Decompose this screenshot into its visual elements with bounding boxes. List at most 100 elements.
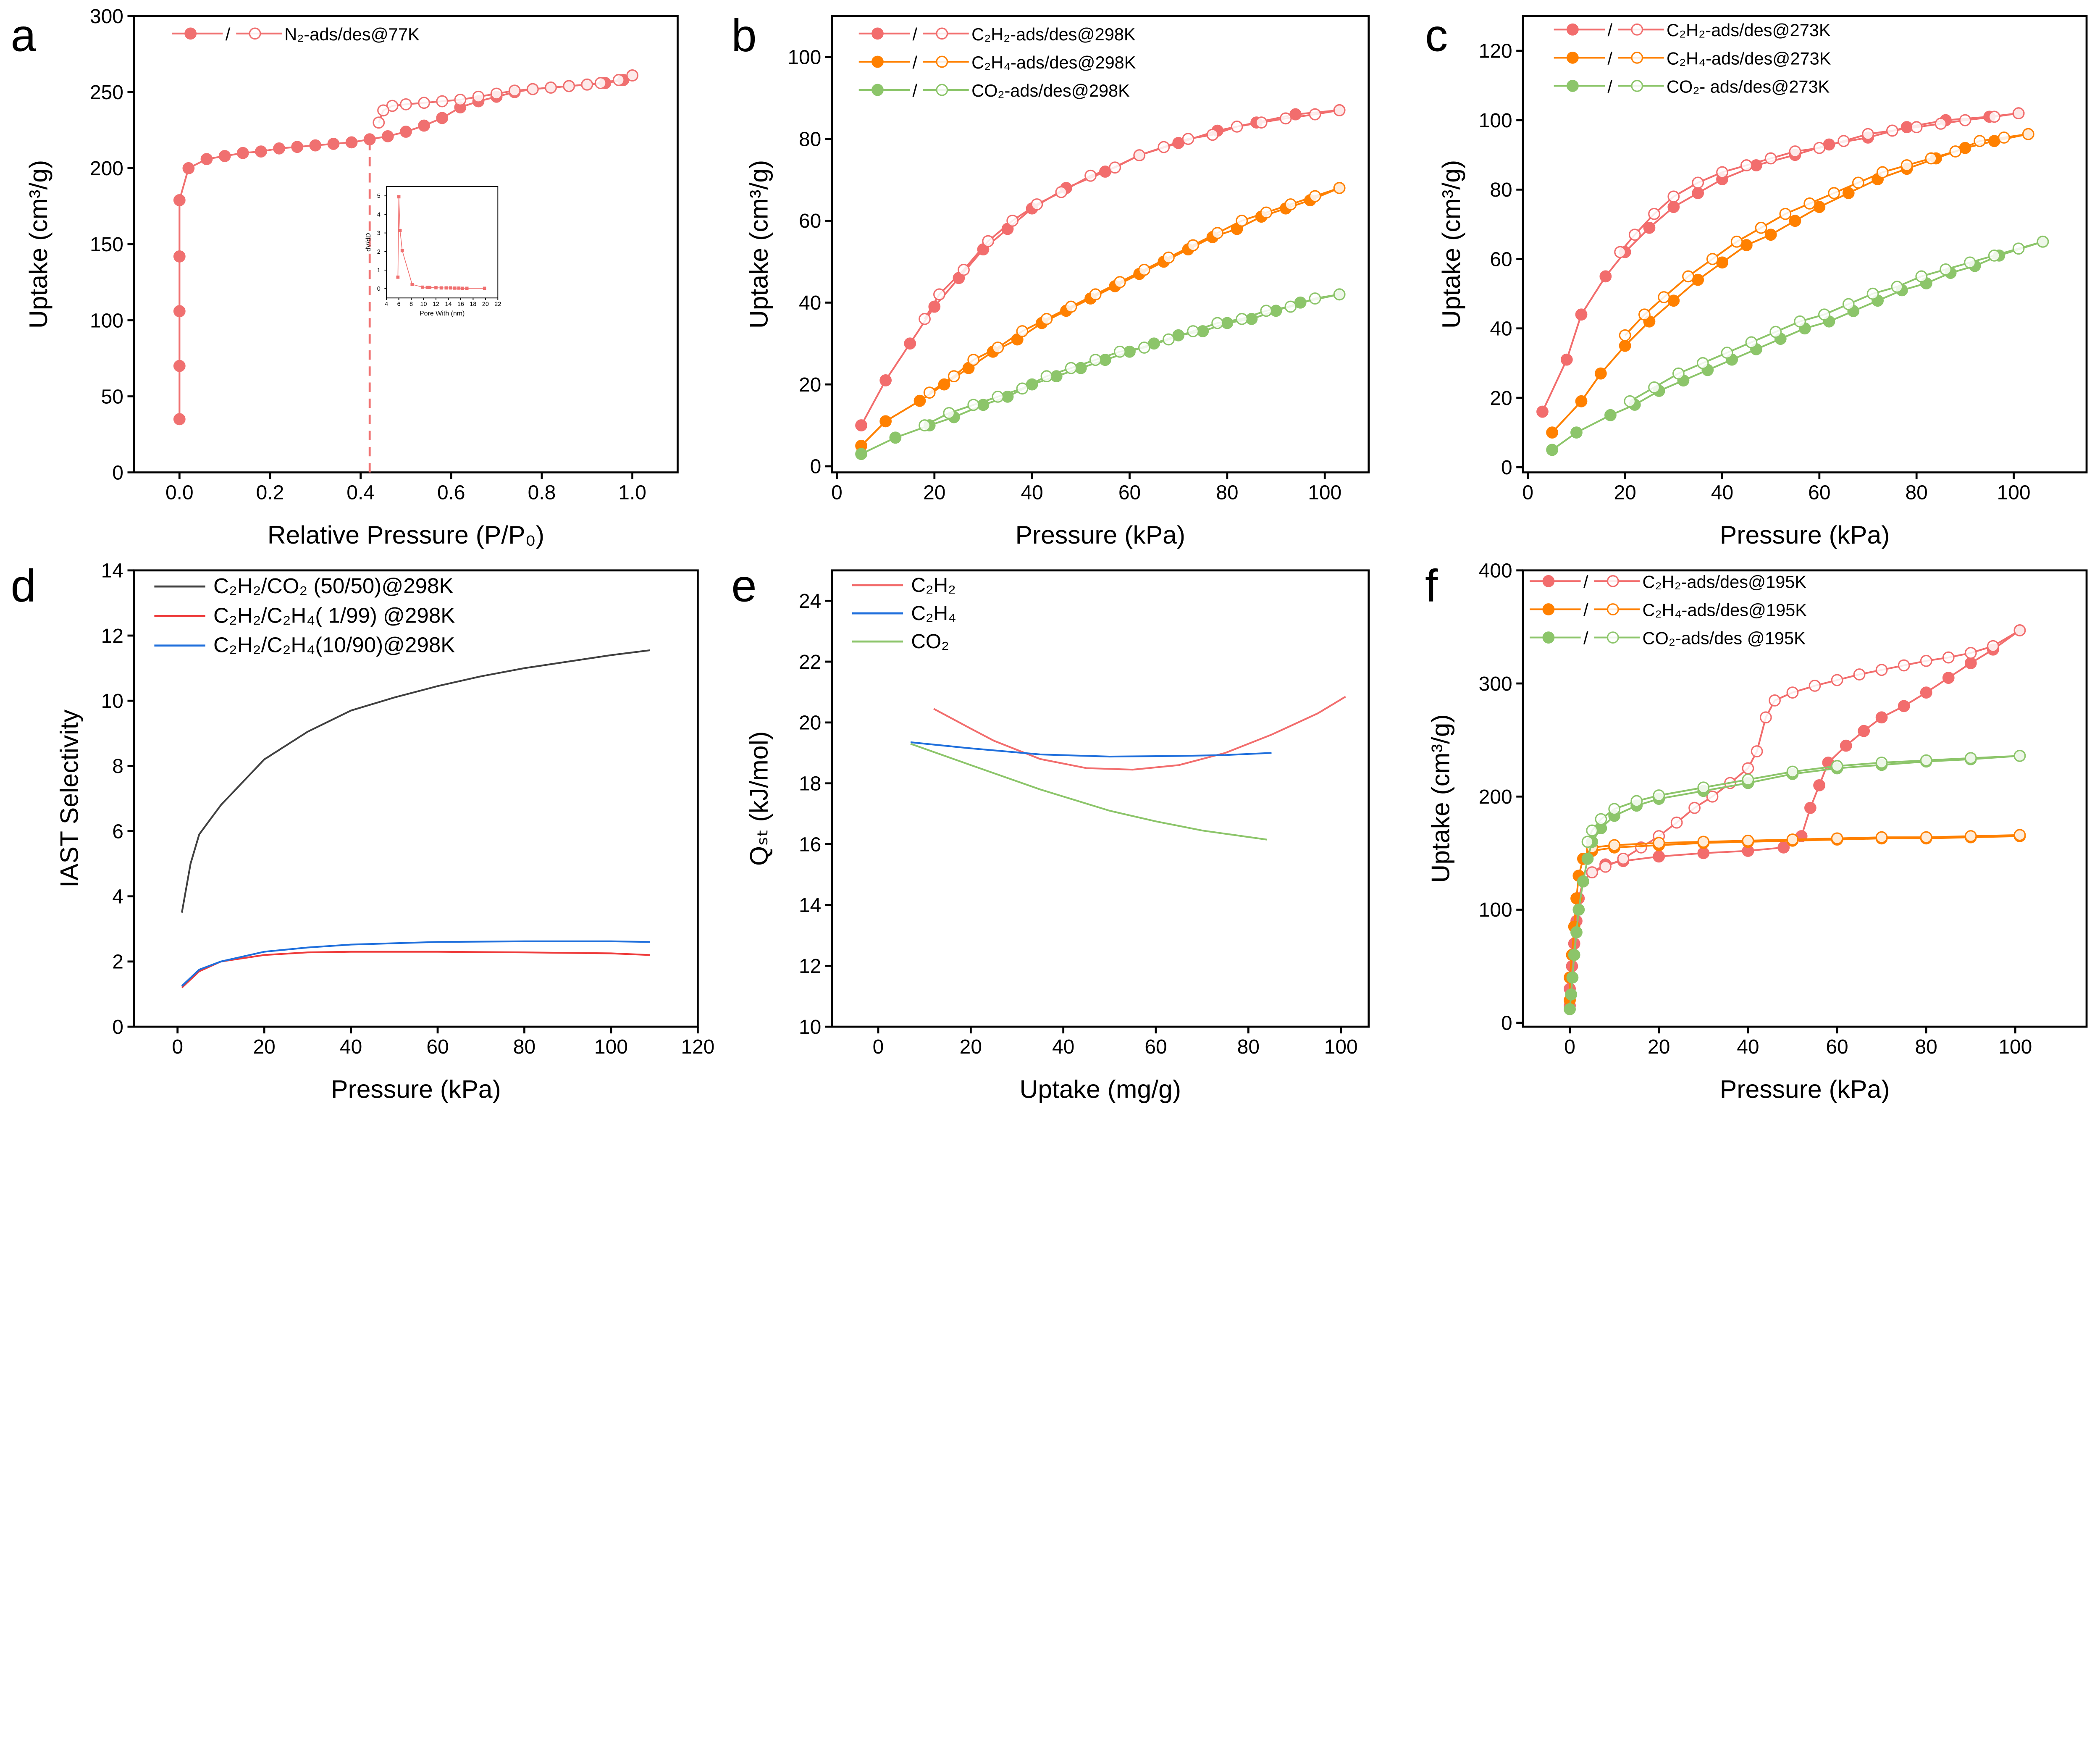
data-point-marker: [327, 138, 340, 150]
data-point-marker: [291, 141, 304, 153]
data-point-marker: [1648, 208, 1660, 220]
data-point-marker: [381, 130, 394, 142]
data-point-marker: [1113, 276, 1126, 288]
data-point-marker: [1599, 270, 1612, 283]
data-point-marker: [1925, 152, 1937, 165]
data-point-marker: [1920, 831, 1932, 844]
data-point-marker: [1935, 118, 1947, 130]
y-axis-label: Qₛₜ (kJ/mol): [744, 731, 773, 866]
data-point-marker: [1595, 813, 1607, 825]
legend-separator: /: [226, 24, 231, 44]
y-axis-label: Uptake (cm³/g): [744, 160, 773, 329]
data-point-marker: [1631, 23, 1643, 36]
data-point-marker: [1643, 221, 1656, 234]
y-tick-label: 50: [101, 386, 123, 408]
data-point-marker: [377, 104, 389, 117]
data-point-marker: [1333, 288, 1346, 301]
x-tick-label: 0: [172, 1036, 183, 1058]
data-point-marker: [1016, 325, 1029, 337]
data-point-marker: [1567, 23, 1579, 36]
data-point-marker: [1891, 281, 1903, 293]
data-point-marker: [1546, 426, 1558, 439]
data-point-marker: [1682, 270, 1694, 283]
legend-entry: / C₂H₂-ads/des@298K: [858, 24, 1136, 44]
x-tick-label: 0: [873, 1036, 884, 1058]
x-tick-label: 80: [1216, 481, 1238, 504]
data-point-marker: [2022, 128, 2034, 140]
x-axis-label: Pressure (kPa): [1015, 520, 1185, 549]
data-point-marker: [1862, 128, 1874, 140]
legend-separator: /: [1607, 48, 1612, 68]
data-point-marker: [1769, 326, 1782, 338]
data-point-marker: [1575, 308, 1588, 321]
panel-letter: b: [731, 10, 756, 61]
data-point-marker: [919, 419, 931, 431]
series-pore-size-distribution: [396, 195, 486, 290]
data-point-marker: [872, 84, 884, 96]
x-tick-label: 0.8: [528, 481, 556, 504]
data-point-marker: [1619, 339, 1631, 352]
y-tick-label: 4: [377, 211, 381, 218]
data-point-marker: [594, 77, 607, 89]
data-point-marker: [1031, 198, 1043, 210]
legend-entry: / CO₂- ads/des@273K: [1554, 76, 1830, 96]
data-point-marker: [1838, 135, 1850, 147]
y-tick-label: 0: [810, 456, 822, 478]
data-point-marker: [1065, 300, 1077, 313]
x-tick-label: 0.4: [346, 481, 375, 504]
x-tick-label: 16: [457, 301, 464, 307]
data-point-marker: [948, 370, 960, 383]
data-point-marker: [1769, 694, 1781, 707]
data-point-marker: [1333, 104, 1346, 116]
y-tick-label: 4: [112, 886, 123, 908]
data-point-marker: [1876, 166, 1889, 179]
data-point-marker: [1988, 110, 2000, 123]
data-point-marker: [1706, 790, 1719, 803]
x-tick-label: 100: [1308, 481, 1341, 504]
y-tick-label: 100: [788, 47, 821, 69]
legend-label: C₂H₄-ads/des@298K: [971, 53, 1136, 72]
data-point-marker: [1653, 837, 1665, 849]
data-point-marker: [1831, 760, 1843, 772]
y-tick-label: 0: [377, 286, 381, 292]
y-tick-label: 20: [799, 712, 821, 734]
data-point-marker: [1638, 308, 1651, 321]
x-axis-label: Uptake (mg/g): [1020, 1075, 1181, 1103]
legend-entry: C₂H₂/C₂H₄( 1/99) @298K: [154, 603, 455, 627]
legend-separator: /: [1583, 572, 1588, 591]
data-point-marker: [1697, 847, 1710, 859]
data-point-marker: [1875, 757, 1888, 769]
y-axis-label: IAST Selectivity: [55, 709, 83, 887]
legend-entry: C₂H₄: [852, 602, 956, 625]
x-tick-label: 20: [960, 1036, 982, 1058]
series-line: [910, 741, 1272, 758]
data-point-marker: [1309, 292, 1321, 305]
data-point-marker: [919, 313, 931, 325]
data-point-marker: [855, 448, 867, 460]
data-point-marker: [1942, 651, 1955, 664]
data-point-marker: [1631, 80, 1643, 92]
x-tick-label: 80: [1915, 1036, 1937, 1058]
x-tick-label: 100: [1997, 481, 2031, 504]
data-point-marker: [1560, 353, 1573, 366]
data-point-marker: [1786, 686, 1799, 699]
x-axis-label: Pressure (kPa): [1720, 520, 1890, 549]
data-point-marker: [1187, 325, 1199, 337]
data-point-marker: [1949, 145, 1962, 158]
legend-label: C₂H₄-ads/des@273K: [1667, 48, 1831, 68]
y-tick-label: 2: [112, 951, 123, 973]
y-tick-label: 0: [1501, 457, 1512, 479]
data-point-marker: [1614, 246, 1626, 258]
data-point-marker: [1653, 850, 1665, 863]
plot-frame: [831, 15, 1370, 473]
data-point-marker: [1604, 409, 1617, 421]
legend-separator: /: [1583, 628, 1588, 648]
data-point-marker: [879, 415, 892, 428]
data-point-marker: [255, 145, 267, 158]
legend-entry: / CO₂-ads/des @195K: [1530, 628, 1806, 648]
data-point-marker: [1809, 680, 1821, 692]
data-point-marker: [1630, 795, 1643, 807]
x-tick-label: 0: [1522, 481, 1533, 504]
data-point-marker: [1786, 833, 1799, 846]
